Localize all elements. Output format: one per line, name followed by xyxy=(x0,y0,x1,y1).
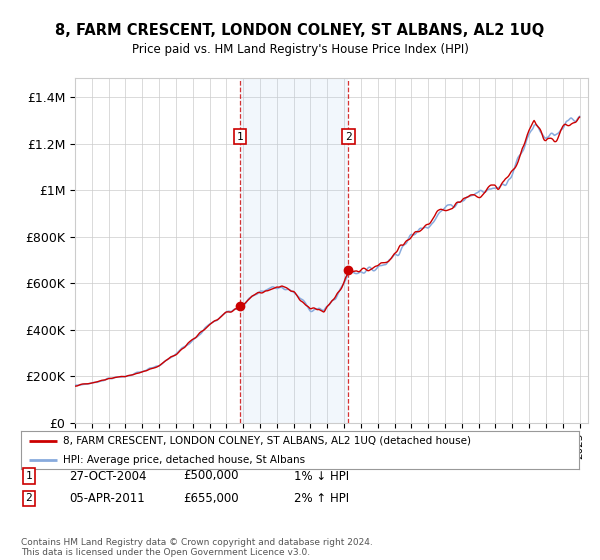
Text: £655,000: £655,000 xyxy=(183,492,239,505)
Bar xyxy=(240,78,349,423)
Text: 8, FARM CRESCENT, LONDON COLNEY, ST ALBANS, AL2 1UQ: 8, FARM CRESCENT, LONDON COLNEY, ST ALBA… xyxy=(55,24,545,38)
Text: HPI: Average price, detached house, St Albans: HPI: Average price, detached house, St A… xyxy=(63,455,305,465)
Text: 8, FARM CRESCENT, LONDON COLNEY, ST ALBANS, AL2 1UQ (detached house): 8, FARM CRESCENT, LONDON COLNEY, ST ALBA… xyxy=(63,436,471,446)
Text: 1: 1 xyxy=(237,132,244,142)
Text: 2: 2 xyxy=(25,493,32,503)
Text: 05-APR-2011: 05-APR-2011 xyxy=(69,492,145,505)
Text: Contains HM Land Registry data © Crown copyright and database right 2024.
This d: Contains HM Land Registry data © Crown c… xyxy=(21,538,373,557)
Text: £500,000: £500,000 xyxy=(183,469,239,483)
Text: 1: 1 xyxy=(25,471,32,481)
Text: 27-OCT-2004: 27-OCT-2004 xyxy=(69,469,146,483)
Text: 1% ↓ HPI: 1% ↓ HPI xyxy=(294,469,349,483)
Text: Price paid vs. HM Land Registry's House Price Index (HPI): Price paid vs. HM Land Registry's House … xyxy=(131,43,469,56)
Text: 2% ↑ HPI: 2% ↑ HPI xyxy=(294,492,349,505)
Text: 2: 2 xyxy=(345,132,352,142)
